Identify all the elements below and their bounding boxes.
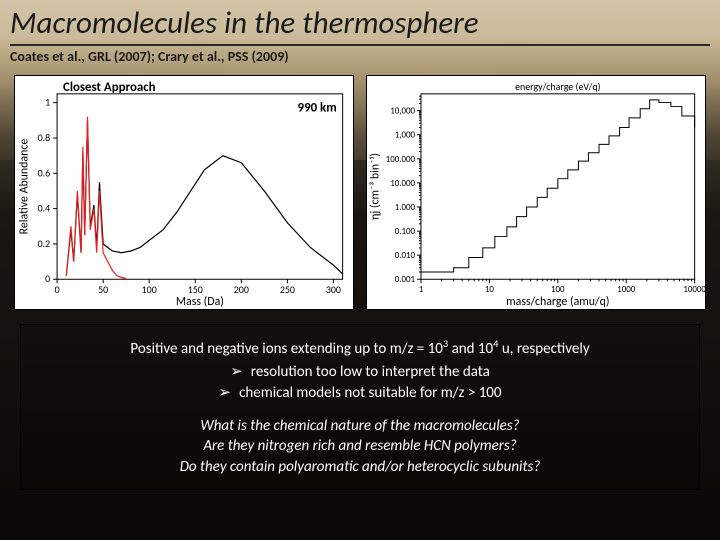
svg-text:0: 0 — [45, 273, 50, 285]
svg-text:1000: 1000 — [617, 285, 636, 295]
svg-text:0.001: 0.001 — [395, 275, 416, 285]
svg-text:100: 100 — [142, 284, 157, 296]
bullet-2: chemical models not suitable for m/z > 1… — [39, 383, 681, 402]
svg-text:Relative Abundance: Relative Abundance — [17, 139, 31, 235]
svg-text:10: 10 — [485, 285, 495, 295]
svg-text:1: 1 — [45, 97, 50, 109]
svg-text:100.000: 100.000 — [386, 155, 416, 165]
svg-text:300: 300 — [326, 284, 341, 296]
svg-text:10.000: 10.000 — [390, 179, 415, 189]
slide-title: Macromolecules in the thermosphere — [10, 4, 710, 46]
svg-text:990 km: 990 km — [298, 101, 337, 116]
svg-text:0.100: 0.100 — [395, 227, 416, 237]
svg-text:0.6: 0.6 — [38, 167, 51, 179]
svg-text:1: 1 — [419, 285, 424, 295]
svg-text:Mass (Da): Mass (Da) — [176, 295, 224, 309]
svg-text:10,000: 10,000 — [390, 107, 415, 117]
svg-text:0.4: 0.4 — [38, 203, 51, 215]
svg-text:0.010: 0.010 — [395, 251, 416, 261]
svg-text:50: 50 — [98, 284, 108, 296]
left-chart: 05010015020025030000.20.40.60.81Mass (Da… — [14, 75, 354, 310]
bullet-1: resolution too low to interpret the data — [39, 362, 681, 381]
references: Coates et al., GRL (2007); Crary et al.,… — [10, 48, 710, 65]
svg-text:200: 200 — [234, 284, 249, 296]
svg-text:1,000: 1,000 — [395, 131, 416, 141]
svg-text:energy/charge (eV/q): energy/charge (eV/q) — [515, 81, 600, 93]
svg-text:10000: 10000 — [683, 285, 705, 295]
questions: What is the chemical nature of the macro… — [39, 416, 681, 477]
right-chart: 1 10 100 1000 10000 0.001 0.010 0.100 1.000 10.00… — [366, 75, 706, 310]
svg-text:100: 100 — [551, 285, 565, 295]
svg-text:0: 0 — [55, 284, 60, 296]
svg-text:0.2: 0.2 — [38, 238, 51, 250]
summary-line: Positive and negative ions extending up … — [39, 337, 681, 358]
svg-text:250: 250 — [280, 284, 295, 296]
svg-text:1.000: 1.000 — [395, 203, 416, 213]
summary-textbox: Positive and negative ions extending up … — [20, 324, 700, 490]
svg-text:Closest Approach: Closest Approach — [63, 80, 156, 95]
svg-text:0.8: 0.8 — [38, 132, 51, 144]
svg-text:ηj (cm⁻³ bin⁻¹): ηj (cm⁻³ bin⁻¹) — [368, 153, 382, 220]
svg-text:mass/charge (amu/q): mass/charge (amu/q) — [506, 295, 609, 309]
